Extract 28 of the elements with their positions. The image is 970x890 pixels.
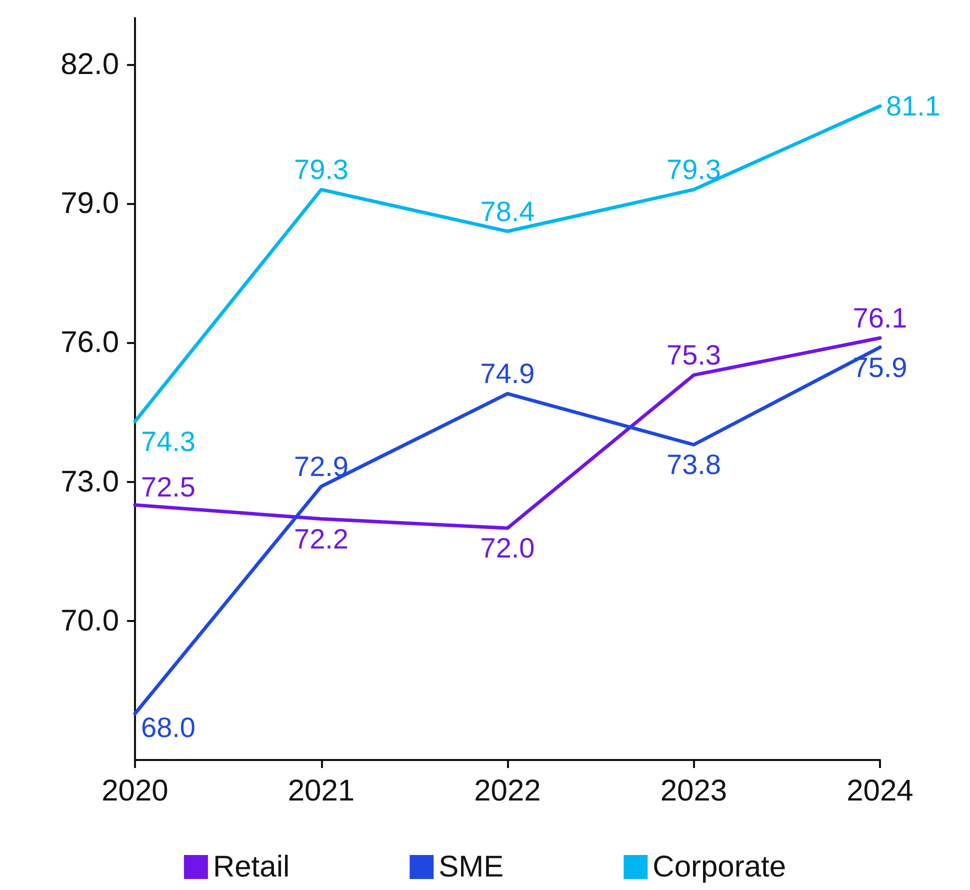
x-tick-label: 2021: [288, 774, 355, 808]
data-label: 79.3: [294, 154, 348, 186]
y-tick-label: 73.0: [60, 465, 119, 498]
y-tick-label: 82.0: [60, 48, 119, 81]
data-label: 72.9: [294, 450, 348, 482]
y-tick-label: 79.0: [60, 187, 119, 220]
data-label: 78.4: [480, 196, 535, 227]
legend-label: Retail: [212, 850, 290, 884]
data-label: 75.9: [852, 352, 908, 383]
data-label: 74.3: [141, 426, 196, 457]
data-label: 79.3: [666, 154, 721, 186]
x-tick-label: 2024: [846, 774, 914, 808]
y-tick-label: 70.0: [60, 604, 119, 638]
data-label: 81.1: [886, 90, 940, 122]
data-label: 72.5: [141, 471, 196, 502]
legend-label: SME: [438, 850, 504, 884]
data-label: 75.3: [666, 340, 721, 371]
x-tick-label: 2023: [660, 774, 728, 808]
data-label: 74.9: [480, 358, 535, 390]
x-tick-label: 2020: [102, 774, 168, 808]
data-label: 76.1: [852, 302, 908, 334]
legend-label: Corporate: [652, 850, 786, 884]
x-tick-label: 2022: [474, 774, 541, 808]
data-label: 72.2: [294, 523, 348, 554]
y-tick-label: 76.0: [60, 326, 119, 360]
data-label: 72.0: [480, 532, 535, 564]
data-label: 68.0: [141, 712, 196, 744]
data-label: 73.8: [666, 449, 721, 480]
